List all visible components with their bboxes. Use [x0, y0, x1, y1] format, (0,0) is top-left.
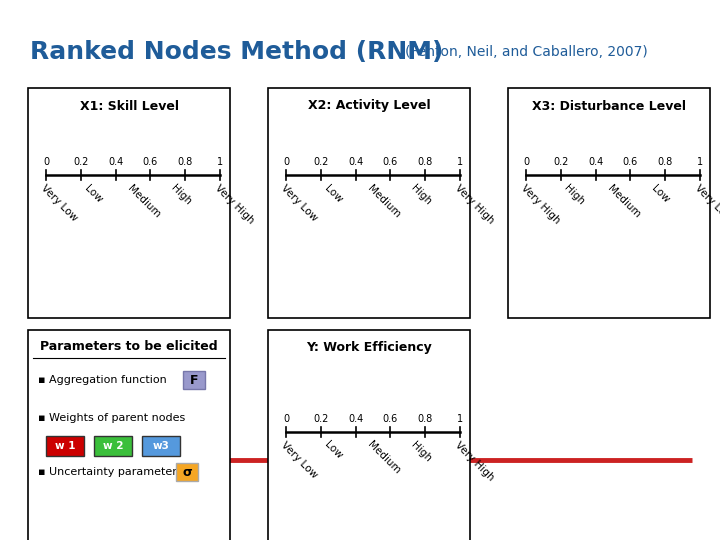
- Text: X1: Skill Level: X1: Skill Level: [79, 99, 179, 112]
- Text: 0.8: 0.8: [178, 157, 193, 167]
- Text: Medium: Medium: [366, 440, 402, 476]
- Bar: [268, 330, 470, 540]
- Text: ▪ Weights of parent nodes: ▪ Weights of parent nodes: [38, 413, 185, 423]
- Text: Parameters to be elicited: Parameters to be elicited: [40, 340, 218, 353]
- Text: Very High: Very High: [453, 440, 495, 482]
- Text: w3: w3: [153, 441, 169, 451]
- Text: Very Low: Very Low: [693, 184, 720, 224]
- Text: (Fenton, Neil, and Caballero, 2007): (Fenton, Neil, and Caballero, 2007): [405, 45, 648, 59]
- Text: Very High: Very High: [453, 184, 495, 226]
- Text: 0.2: 0.2: [553, 157, 569, 167]
- Text: 0.8: 0.8: [418, 157, 433, 167]
- Text: Medium: Medium: [126, 184, 163, 220]
- Text: Ranked Nodes Method (RNM): Ranked Nodes Method (RNM): [30, 40, 444, 64]
- Text: 0: 0: [283, 157, 289, 167]
- Text: 0: 0: [283, 414, 289, 423]
- Text: 0.2: 0.2: [313, 157, 328, 167]
- Text: 0.6: 0.6: [383, 157, 398, 167]
- Text: ▪ Uncertainty parameter: ▪ Uncertainty parameter: [38, 467, 177, 477]
- Text: 1: 1: [457, 157, 463, 167]
- Text: F: F: [190, 374, 198, 387]
- Text: Very High: Very High: [519, 184, 562, 226]
- Text: Low: Low: [323, 184, 344, 205]
- Text: 0.2: 0.2: [73, 157, 89, 167]
- Text: 0.6: 0.6: [383, 414, 398, 423]
- Text: 0.4: 0.4: [588, 157, 603, 167]
- Text: ▪ Aggregation function: ▪ Aggregation function: [38, 375, 167, 385]
- Text: 1: 1: [457, 414, 463, 423]
- Text: Very High: Very High: [213, 184, 256, 226]
- Text: 0.2: 0.2: [313, 414, 328, 423]
- Text: 0.4: 0.4: [108, 157, 123, 167]
- Text: Very Low: Very Low: [39, 184, 79, 224]
- Bar: [28, 88, 230, 318]
- Text: Very Low: Very Low: [279, 440, 319, 480]
- Text: Low: Low: [82, 184, 104, 205]
- Text: 0.4: 0.4: [348, 157, 363, 167]
- Text: X2: Activity Level: X2: Activity Level: [307, 99, 431, 112]
- Bar: [176, 463, 198, 481]
- Text: High: High: [410, 184, 433, 207]
- Text: Y: Work Efficiency: Y: Work Efficiency: [306, 341, 432, 354]
- Text: 0: 0: [43, 157, 49, 167]
- Text: High: High: [410, 440, 433, 463]
- Text: 0.8: 0.8: [657, 157, 672, 167]
- Bar: [268, 88, 470, 318]
- Text: w 2: w 2: [103, 441, 123, 451]
- Bar: [46, 436, 84, 456]
- Text: 1: 1: [217, 157, 223, 167]
- Bar: [183, 371, 205, 389]
- Bar: [508, 88, 710, 318]
- Text: Low: Low: [323, 440, 344, 461]
- Bar: [94, 436, 132, 456]
- Text: 0.4: 0.4: [348, 414, 363, 423]
- Text: 0.6: 0.6: [623, 157, 638, 167]
- Text: High: High: [169, 184, 194, 207]
- Text: 1: 1: [697, 157, 703, 167]
- Bar: [142, 436, 180, 456]
- Text: Very Low: Very Low: [279, 184, 319, 224]
- Text: 0.8: 0.8: [418, 414, 433, 423]
- Text: σ: σ: [182, 465, 192, 478]
- Text: 0: 0: [523, 157, 529, 167]
- Text: w 1: w 1: [55, 441, 76, 451]
- Text: X3: Disturbance Level: X3: Disturbance Level: [532, 99, 686, 112]
- Text: Medium: Medium: [366, 184, 402, 220]
- Text: High: High: [562, 184, 587, 207]
- Bar: [28, 330, 230, 540]
- Text: Low: Low: [649, 184, 671, 205]
- Text: 0.6: 0.6: [143, 157, 158, 167]
- Text: Medium: Medium: [606, 184, 642, 220]
